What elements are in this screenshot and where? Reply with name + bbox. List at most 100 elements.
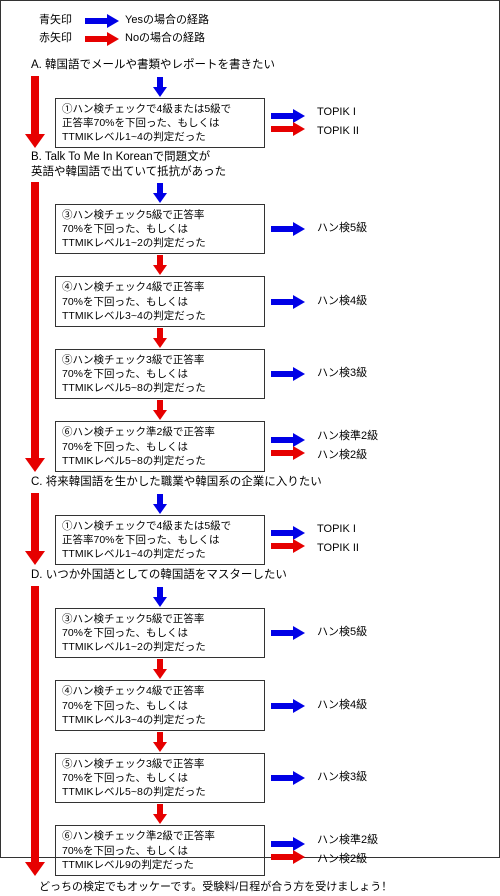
legend-blue-label: 青矢印 xyxy=(39,13,79,29)
text-line: 70%を下回った、もしくは xyxy=(62,367,258,381)
arrow-right-blue-icon xyxy=(85,16,119,26)
arrow-down-red-icon xyxy=(155,328,165,348)
arrow-down-red-icon xyxy=(155,659,165,679)
arrow-down-red-icon xyxy=(155,732,165,752)
text-line: TTMIKレベル1~2の判定だった xyxy=(62,236,258,250)
text-line: TTMIKレベル9の判定だった xyxy=(62,858,258,872)
arrow-right-blue-icon xyxy=(271,297,305,307)
text-line: ⑤ハン検チェック3級で正答率 xyxy=(62,353,258,367)
section-a-body: ①ハン検チェックで4級または5級で 正答率70%を下回った、もしくは TTMIK… xyxy=(19,76,489,149)
text-line: 70%を下回った、もしくは xyxy=(62,844,258,858)
legend-red-row: 赤矢印 Noの場合の経路 xyxy=(39,31,489,47)
section-a-side-arrow xyxy=(25,76,49,149)
section-d-step3: ③ハン検チェック5級で正答率 70%を下回った、もしくは TTMIKレベル1~2… xyxy=(55,608,489,659)
text-line: TTMIKレベル3~4の判定だった xyxy=(62,309,258,323)
result-label: ハン検4級 xyxy=(317,698,367,714)
step-box: ⑥ハン検チェック準2級で正答率 70%を下回った、もしくは TTMIKレベル9の… xyxy=(55,825,265,876)
arrow-right-blue-icon xyxy=(271,369,305,379)
text-line: B. Talk To Me In Koreanで問題文が xyxy=(31,150,489,165)
text-line: 70%を下回った、もしくは xyxy=(62,295,258,309)
step-box: ④ハン検チェック4級で正答率 70%を下回った、もしくは TTMIKレベル3~4… xyxy=(55,276,265,327)
step-box: ⑥ハン検チェック準2級で正答率 70%を下回った、もしくは TTMIKレベル5~… xyxy=(55,421,265,472)
text-line: 70%を下回った、もしくは xyxy=(62,699,258,713)
text-line: TTMIKレベル5~8の判定だった xyxy=(62,785,258,799)
arrow-right-blue-icon xyxy=(271,435,305,445)
arrow-down-red-icon xyxy=(155,255,165,275)
result-label: ハン検2級 xyxy=(317,852,378,868)
section-d-step4: ④ハン検チェック4級で正答率 70%を下回った、もしくは TTMIKレベル3~4… xyxy=(55,680,489,731)
section-b-step6: ⑥ハン検チェック準2級で正答率 70%を下回った、もしくは TTMIKレベル5~… xyxy=(55,421,489,472)
section-b-step3: ③ハン検チェック5級で正答率 70%を下回った、もしくは TTMIKレベル1~2… xyxy=(55,204,489,255)
text-line: TTMIKレベル3~4の判定だった xyxy=(62,713,258,727)
arrow-right-blue-icon xyxy=(271,111,305,121)
section-b-body: ③ハン検チェック5級で正答率 70%を下回った、もしくは TTMIKレベル1~2… xyxy=(19,182,489,472)
arrow-right-blue-icon xyxy=(271,224,305,234)
text-line: TTMIKレベル1~4の判定だった xyxy=(62,547,258,561)
text-line: ⑤ハン検チェック3級で正答率 xyxy=(62,757,258,771)
legend-blue-desc: Yesの場合の経路 xyxy=(125,13,209,29)
section-b-step4: ④ハン検チェック4級で正答率 70%を下回った、もしくは TTMIKレベル3~4… xyxy=(55,276,489,327)
text-line: 英語や韓国語で出ていて抵抗があった xyxy=(31,165,489,180)
legend: 青矢印 Yesの場合の経路 赤矢印 Noの場合の経路 xyxy=(39,13,489,47)
step-box: ④ハン検チェック4級で正答率 70%を下回った、もしくは TTMIKレベル3~4… xyxy=(55,680,265,731)
text-line: TTMIKレベル1~2の判定だった xyxy=(62,640,258,654)
step-box: ⑤ハン検チェック3級で正答率 70%を下回った、もしくは TTMIKレベル5~8… xyxy=(55,753,265,804)
text-line: ③ハン検チェック5級で正答率 xyxy=(62,208,258,222)
text-line: ①ハン検チェックで4級または5級で xyxy=(62,519,258,533)
text-line: 70%を下回った、もしくは xyxy=(62,222,258,236)
section-c-step1: ①ハン検チェックで4級または5級で 正答率70%を下回った、もしくは TTMIK… xyxy=(55,515,489,566)
legend-red-label: 赤矢印 xyxy=(39,31,79,47)
result-label: TOPIK II xyxy=(317,541,359,557)
footer-text: どっちの検定でもオッケーです。受験料/日程が合う方を受けましょう！ xyxy=(39,880,489,896)
text-line: 正答率70%を下回った、もしくは xyxy=(62,116,258,130)
step-box: ③ハン検チェック5級で正答率 70%を下回った、もしくは TTMIKレベル1~2… xyxy=(55,608,265,659)
section-b-title: B. Talk To Me In Koreanで問題文が 英語や韓国語で出ていて… xyxy=(31,150,489,180)
result-label: ハン検3級 xyxy=(317,770,367,786)
result-label: TOPIK I xyxy=(317,105,359,121)
result-label: TOPIK I xyxy=(317,522,359,538)
section-d-title: D. いつか外国語としての韓国語をマスターしたい xyxy=(31,567,489,584)
arrow-down-blue-icon xyxy=(155,183,165,203)
step-box: ③ハン検チェック5級で正答率 70%を下回った、もしくは TTMIKレベル1~2… xyxy=(55,204,265,255)
section-d-body: ③ハン検チェック5級で正答率 70%を下回った、もしくは TTMIKレベル1~2… xyxy=(19,586,489,876)
result-label: ハン検2級 xyxy=(317,448,378,464)
section-a-title: A. 韓国語でメールや書類やレポートを書きたい xyxy=(31,57,489,74)
arrow-right-blue-icon xyxy=(271,628,305,638)
text-line: ③ハン検チェック5級で正答率 xyxy=(62,612,258,626)
result-label: ハン検5級 xyxy=(317,625,367,641)
text-line: ⑥ハン検チェック準2級で正答率 xyxy=(62,425,258,439)
section-b-step5: ⑤ハン検チェック3級で正答率 70%を下回った、もしくは TTMIKレベル5~8… xyxy=(55,349,489,400)
result-label: ハン検準2級 xyxy=(317,833,378,849)
arrow-right-blue-icon xyxy=(271,839,305,849)
arrow-down-red-icon xyxy=(155,804,165,824)
section-d-step5: ⑤ハン検チェック3級で正答率 70%を下回った、もしくは TTMIKレベル5~8… xyxy=(55,753,489,804)
arrow-right-red-icon xyxy=(85,34,119,44)
text-line: 70%を下回った、もしくは xyxy=(62,771,258,785)
legend-blue-row: 青矢印 Yesの場合の経路 xyxy=(39,13,489,29)
section-b-side-arrow xyxy=(25,182,49,472)
text-line: 70%を下回った、もしくは xyxy=(62,626,258,640)
arrow-down-red-icon xyxy=(155,400,165,420)
section-c-body: ①ハン検チェックで4級または5級で 正答率70%を下回った、もしくは TTMIK… xyxy=(19,493,489,566)
section-a-step1: ①ハン検チェックで4級または5級で 正答率70%を下回った、もしくは TTMIK… xyxy=(55,98,489,149)
legend-red-desc: Noの場合の経路 xyxy=(125,31,205,47)
arrow-right-blue-icon xyxy=(271,773,305,783)
result-label: TOPIK II xyxy=(317,124,359,140)
text-line: ⑥ハン検チェック準2級で正答率 xyxy=(62,829,258,843)
text-line: TTMIKレベル1~4の判定だった xyxy=(62,130,258,144)
arrow-right-blue-icon xyxy=(271,701,305,711)
result-label: ハン検4級 xyxy=(317,294,367,310)
section-a-step1-box: ①ハン検チェックで4級または5級で 正答率70%を下回った、もしくは TTMIK… xyxy=(55,98,265,149)
arrow-down-blue-icon xyxy=(155,587,165,607)
result-label: ハン検3級 xyxy=(317,366,367,382)
section-c-side-arrow xyxy=(25,493,49,566)
arrow-right-red-icon xyxy=(271,448,305,458)
step-box: ⑤ハン検チェック3級で正答率 70%を下回った、もしくは TTMIKレベル5~8… xyxy=(55,349,265,400)
result-label: ハン検準2級 xyxy=(317,429,378,445)
section-d-step6: ⑥ハン検チェック準2級で正答率 70%を下回った、もしくは TTMIKレベル9の… xyxy=(55,825,489,876)
arrow-right-red-icon xyxy=(271,124,305,134)
section-d-side-arrow xyxy=(25,586,49,876)
text-line: ①ハン検チェックで4級または5級で xyxy=(62,102,258,116)
arrow-down-blue-icon xyxy=(155,77,165,97)
section-c-title: C. 将来韓国語を生かした職業や韓国系の企業に入りたい xyxy=(31,474,489,491)
